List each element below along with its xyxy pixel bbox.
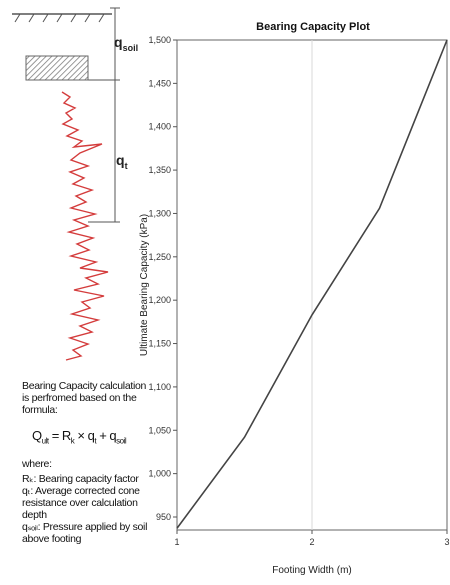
where-label: where: (22, 457, 52, 470)
x-axis-title: Footing Width (m) (272, 565, 351, 576)
bearing-capacity-formula: Qult = Rk × qt + qsoil (32, 428, 127, 446)
y-tick-label: 1,400 (148, 122, 171, 132)
y-tick-label: 950 (156, 512, 171, 522)
definition-qsoil: qₛₒᵢₗ: Pressure applied by soil above fo… (22, 520, 148, 545)
chart-title: Bearing Capacity Plot (256, 21, 370, 33)
series-layer (176, 39, 448, 529)
x-tick-label: 2 (309, 537, 314, 547)
y-tick-label: 1,500 (148, 35, 171, 45)
cpt-trace (61, 91, 109, 361)
definition-qt: qₜ: Average corrected cone resistance ov… (22, 484, 140, 521)
x-tick-label: 3 (444, 537, 449, 547)
bearing-capacity-chart: Bearing Capacity Plot 950 1,000 1,050 1,100… (139, 21, 450, 576)
y-tick-label: 1,200 (148, 295, 171, 305)
y-tick-label: 1,150 (148, 339, 171, 349)
x-tick-label: 1 (174, 537, 179, 547)
y-tick-label: 1,250 (148, 252, 171, 262)
q-soil-label: qsoil (114, 34, 139, 53)
definition-rk: Rₖ: Bearing capacity factor (22, 472, 139, 485)
y-tick-label: 1,100 (148, 382, 171, 392)
y-tick-label: 1,300 (148, 208, 171, 218)
y-tick-label: 1,000 (148, 469, 171, 479)
y-axis: 950 1,000 1,050 1,100 1,150 1,200 1,250 1,300 1,… (148, 35, 177, 522)
series-line (176, 39, 448, 529)
y-tick-label: 1,450 (148, 78, 171, 88)
soil-profile-drawing (12, 7, 120, 361)
soil-diagram: qsoil qt (0, 0, 150, 585)
y-tick-label: 1,050 (148, 425, 171, 435)
x-axis: 1 2 3 (174, 530, 450, 547)
y-tick-label: 1,350 (148, 165, 171, 175)
intro-text: Bearing Capacity calculation is perfrome… (22, 380, 147, 416)
ground-hatch (14, 13, 105, 23)
formula-explanation: Bearing Capacity calculation is perfrome… (22, 380, 154, 545)
y-axis-title: Ultimate Bearing Capacity (kPa) (139, 214, 150, 356)
footing (25, 55, 89, 81)
q-t-label: qt (116, 152, 128, 171)
